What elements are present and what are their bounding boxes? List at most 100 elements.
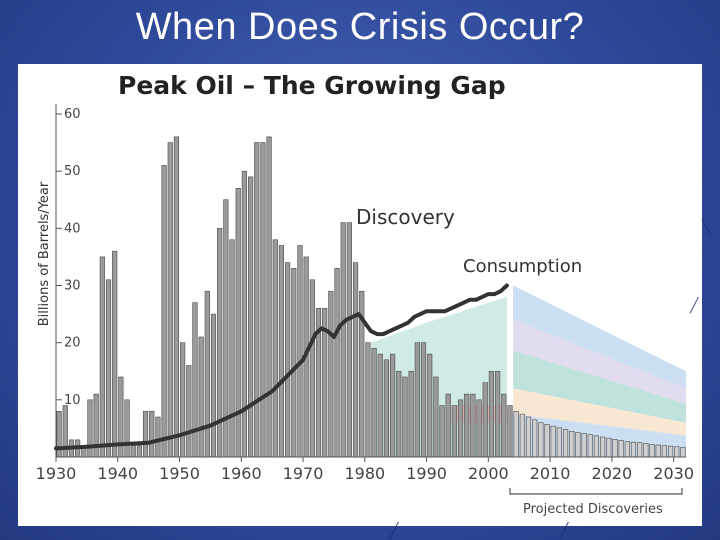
discovery-bar [254,142,260,458]
discovery-bar [501,393,507,458]
discovery-bar [130,445,136,458]
projected-bar [538,422,544,458]
y-tick-label: 10 [64,393,81,408]
y-axis-label: Billions of Barrels/Year [37,181,52,326]
discovery-bar [285,262,291,458]
y-tick-label: 60 [64,107,81,122]
discovery-bar [186,365,192,458]
discovery-bar [507,405,513,458]
discovery-bar [266,136,272,458]
discovery-bar [192,302,198,458]
discovery-bar [210,313,217,458]
y-tick-label: 30 [64,279,81,294]
projected-bracket [509,488,683,495]
x-tick-label: 1990 [406,464,447,483]
discovery-bar [142,410,149,458]
discovery-bar [433,376,439,458]
discovery-bar [377,353,383,458]
y-tick-label: 40 [64,221,81,236]
chart-panel: Peak Oil – The Growing Gap Billions of B… [18,64,702,526]
projected-bar [532,419,538,458]
discovery-bar [198,336,204,458]
discovery-bar [291,268,297,458]
discovery-bar [402,376,408,458]
decor-dash-icon: ╱ [560,523,569,539]
discovery-bar [229,239,235,458]
peak-oil-chart: Peak Oil – The Growing Gap Billions of B… [36,71,694,517]
discovery-bar [309,279,315,458]
projected-band [513,285,686,389]
x-tick-label: 1980 [344,464,385,483]
projected-band [513,350,686,423]
projected-bar [550,425,556,458]
projected-discoveries-label: Projected Discoveries [523,502,663,517]
discovery-bar [334,268,340,458]
projected-bar [587,434,593,458]
projected-bar [618,440,624,458]
projected-bar [674,446,680,458]
discovery-bar [383,359,390,458]
discovery-bar [235,188,241,458]
projected-bar [581,433,587,458]
projected-bar [519,413,525,458]
discovery-bar [105,279,112,458]
discovery-bar [414,342,420,458]
discovery-bar [173,136,180,458]
projected-bar [649,444,655,458]
discovery-bar [352,262,359,458]
discovery-bar [439,405,445,458]
discovery-bar [272,239,278,458]
discovery-bar [167,142,173,458]
discovery-bar [488,370,495,458]
projected-bar [575,432,581,458]
discovery-bar [396,370,402,458]
projected-bar [624,441,630,458]
discovery-bar [297,245,303,458]
slide-title: When Does Crisis Occur? [135,6,585,48]
discovery-bar [390,353,396,458]
projected-bar [680,446,686,458]
projected-bar [661,445,667,458]
chart-title: Peak Oil – The Growing Gap [118,71,506,100]
projected-bar [593,435,600,458]
discovery-bar [278,245,285,458]
discovery-bar [260,142,266,458]
projected-bar [562,429,569,458]
discovery-bar [247,176,254,458]
x-tick-label: 2020 [592,464,633,483]
discovery-bar [451,405,457,458]
projected-bar [600,436,606,458]
projected-band [513,414,686,457]
consumption-annotation: Consumption [463,256,582,277]
discovery-bar [476,399,482,458]
discovery-bar [161,165,167,458]
discovery-bar [346,222,352,458]
decor-dash-icon: ╱ [390,523,399,539]
x-tick-label: 1970 [283,464,324,483]
projected-bar [513,410,519,458]
discovery-bar [464,393,470,458]
projected-bar [643,442,649,458]
decor-dash-icon: ╱ [690,298,699,314]
discovery-bar [420,342,427,458]
discovery-bar [99,256,105,458]
discovery-bar [112,250,118,458]
discovery-bar [470,393,476,458]
y-tick-label: 50 [64,164,81,179]
projected-bar [556,427,562,458]
discovery-bar [482,382,488,458]
discovery-bar [427,353,433,458]
discovery-bar [365,342,371,458]
x-tick-label: 1950 [159,464,200,483]
discovery-bar [408,370,414,458]
discovery-bar [124,399,130,458]
discovery-bar [457,399,464,458]
y-tick-label: 20 [64,336,81,351]
discovery-bar [340,222,346,458]
x-tick-label: 1930 [36,464,77,483]
projected-bar [637,442,643,458]
consumption-line [54,283,509,451]
discovery-bar [204,290,210,458]
x-tick-label: 1960 [221,464,262,483]
projected-bar [569,430,575,458]
